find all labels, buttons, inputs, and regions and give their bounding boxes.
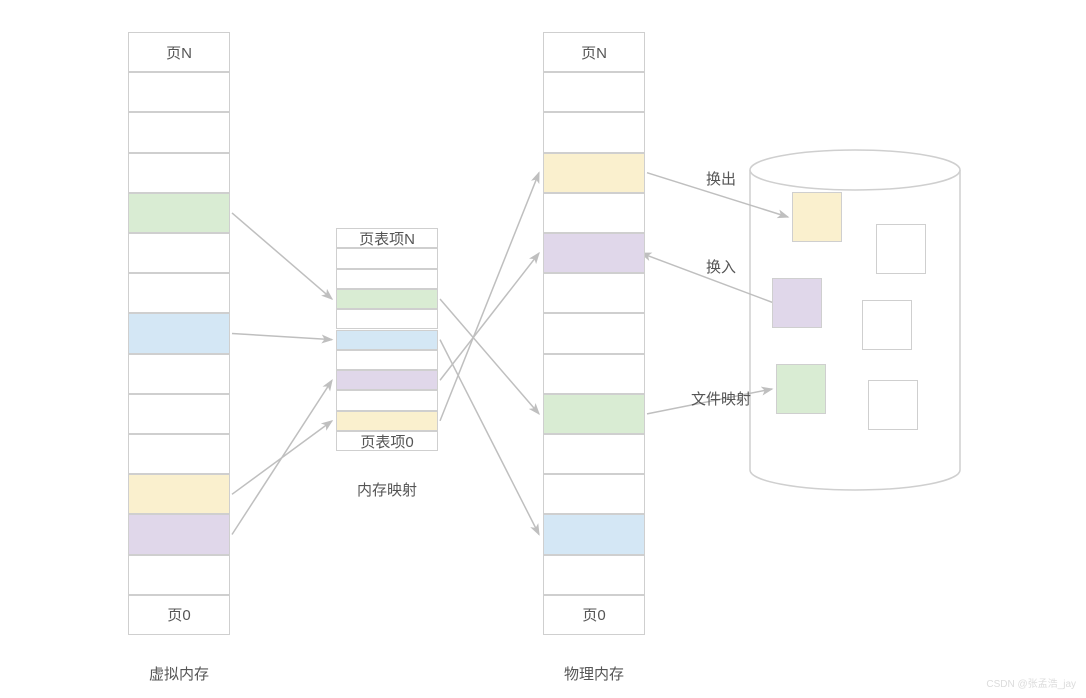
physical-memory-cell — [543, 514, 645, 554]
page-table-cell — [336, 370, 438, 390]
physical-memory-cell — [543, 354, 645, 394]
virtual-memory-cell: 页0 — [128, 595, 230, 635]
page-table-cell — [336, 248, 438, 268]
physical-memory-cell — [543, 273, 645, 313]
physical-memory-cell — [543, 313, 645, 353]
virtual-memory-cell — [128, 514, 230, 554]
mapping-arrow — [440, 340, 539, 535]
page-table-cell — [336, 411, 438, 431]
disk-block — [862, 300, 912, 350]
disk-block — [868, 380, 918, 430]
physical-memory-caption: 物理内存 — [543, 663, 645, 684]
physical-memory-cell — [543, 434, 645, 474]
disk-arrow-label: 换入 — [706, 256, 736, 277]
virtual-memory-cell — [128, 434, 230, 474]
physical-memory-cell — [543, 233, 645, 273]
physical-memory-cell — [543, 193, 645, 233]
page-table-caption: 内存映射 — [336, 479, 438, 500]
virtual-memory-cell: 页N — [128, 32, 230, 72]
physical-memory-cell — [543, 394, 645, 434]
virtual-memory-cell — [128, 555, 230, 595]
disk-top — [750, 150, 960, 190]
physical-memory-cell — [543, 153, 645, 193]
page-table-cell — [336, 309, 438, 329]
page-table-cell — [336, 269, 438, 289]
disk-block — [876, 224, 926, 274]
page-table-cell — [336, 289, 438, 309]
virtual-memory-cell — [128, 233, 230, 273]
physical-memory-cell — [543, 72, 645, 112]
virtual-memory-cell — [128, 72, 230, 112]
virtual-memory-cell — [128, 354, 230, 394]
virtual-memory-cell — [128, 153, 230, 193]
disk-block — [792, 192, 842, 242]
disk-block — [772, 278, 822, 328]
virtual-memory-cell — [128, 394, 230, 434]
virtual-memory-caption: 虚拟内存 — [128, 663, 230, 684]
disk-arrow-label: 换出 — [706, 168, 736, 189]
disk-body — [750, 170, 960, 490]
mapping-arrow — [232, 213, 332, 299]
mapping-arrow — [440, 173, 539, 421]
mapping-arrow — [232, 380, 332, 534]
watermark: CSDN @张孟浩_jay — [986, 675, 1076, 690]
virtual-memory-cell — [128, 313, 230, 353]
page-table-cell: 页表项0 — [336, 431, 438, 451]
disk-arrow-label: 文件映射 — [691, 388, 751, 409]
physical-memory-cell: 页N — [543, 32, 645, 72]
page-table-cell — [336, 390, 438, 410]
virtual-memory-cell — [128, 273, 230, 313]
page-table-cell — [336, 350, 438, 370]
mapping-arrow — [232, 334, 332, 340]
page-table-cell: 页表项N — [336, 228, 438, 248]
virtual-memory-cell — [128, 112, 230, 152]
physical-memory-cell — [543, 112, 645, 152]
physical-memory-cell — [543, 555, 645, 595]
page-table-cell — [336, 330, 438, 350]
virtual-memory-cell — [128, 193, 230, 233]
disk-block — [776, 364, 826, 414]
physical-memory-cell — [543, 474, 645, 514]
physical-memory-cell: 页0 — [543, 595, 645, 635]
virtual-memory-cell — [128, 474, 230, 514]
